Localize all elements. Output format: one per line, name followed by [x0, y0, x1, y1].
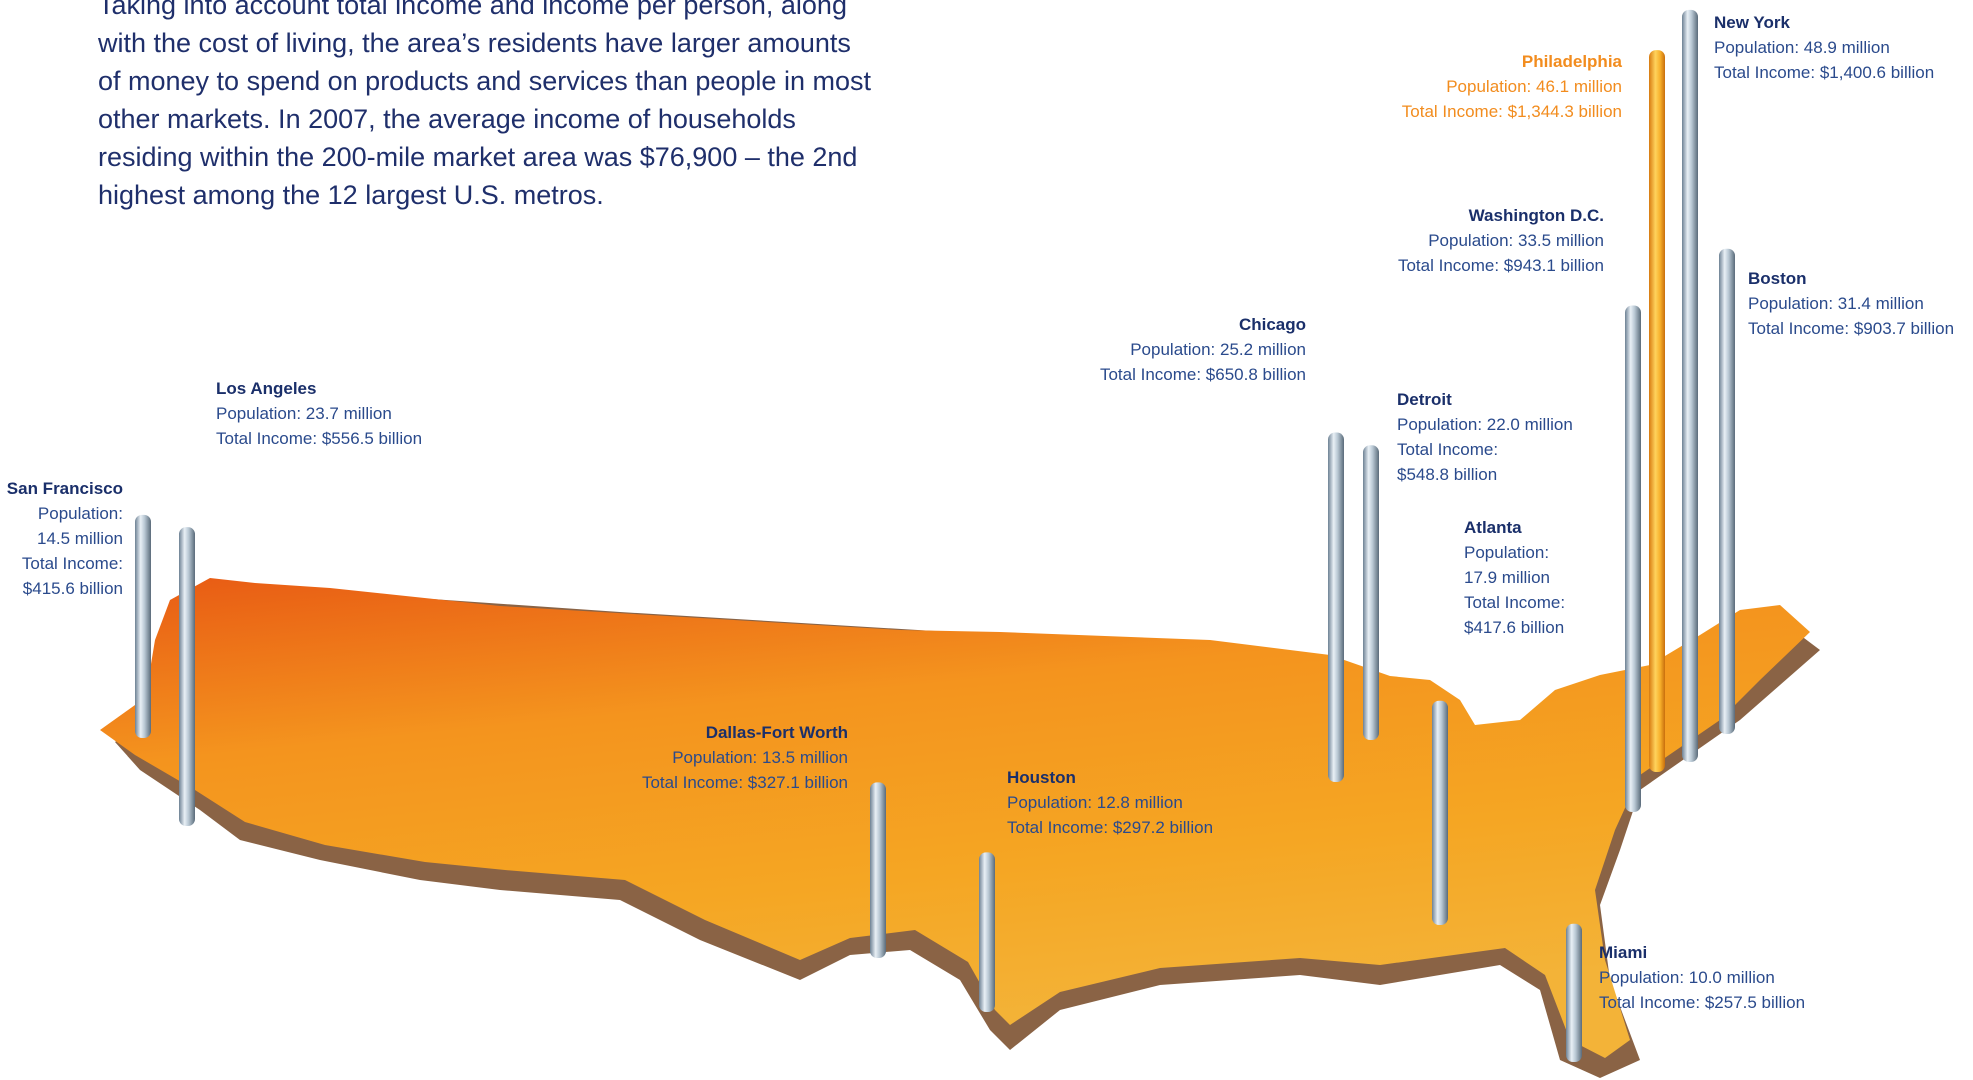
city-name: Los Angeles	[216, 379, 317, 398]
intro-paragraph: Taking into account total income and inc…	[98, 0, 871, 210]
bar-dallas-fort-worth	[870, 782, 886, 958]
population-value: 17.9 million	[1464, 568, 1550, 587]
population-label: Population: 22.0 million	[1397, 415, 1573, 434]
bar-atlanta	[1432, 700, 1448, 925]
bar-new-york	[1682, 9, 1698, 762]
income-value: $417.6 billion	[1464, 618, 1565, 637]
label-new-york: New York Population: 48.9 million Total …	[1714, 10, 1934, 85]
income-label: Total Income: $650.8 billion	[1099, 365, 1306, 384]
bars-layer	[135, 9, 1735, 1062]
population-label: Population: 23.7 million	[216, 404, 392, 423]
income-label: Total Income: $327.1 billion	[641, 773, 848, 792]
city-name: Chicago	[1238, 315, 1306, 334]
city-name: Dallas-Fort Worth	[705, 723, 848, 742]
income-label: Total Income:	[1397, 440, 1499, 459]
income-value: $415.6 billion	[22, 579, 123, 598]
population-label: Population: 31.4 million	[1748, 294, 1924, 313]
income-label: Total Income: $257.5 billion	[1599, 993, 1806, 1012]
label-washington-dc: Washington D.C. Population: 33.5 million…	[1340, 203, 1604, 278]
bar-san-francisco	[135, 514, 151, 738]
city-name: Houston	[1007, 768, 1076, 787]
label-houston: Houston Population: 12.8 million Total I…	[1007, 765, 1213, 840]
city-name: San Francisco	[6, 479, 123, 498]
income-label: Total Income: $943.1 billion	[1397, 256, 1604, 275]
label-los-angeles: Los Angeles Population: 23.7 million Tot…	[216, 376, 422, 451]
income-label: Total Income: $903.7 billion	[1748, 319, 1955, 338]
bar-houston	[979, 852, 995, 1012]
population-value: 14.5 million	[37, 529, 123, 548]
label-detroit: Detroit Population: 22.0 million Total I…	[1397, 387, 1607, 487]
income-label: Total Income: $1,344.3 billion	[1401, 102, 1622, 121]
city-name: Atlanta	[1464, 518, 1522, 537]
city-name: Detroit	[1397, 390, 1452, 409]
bar-chicago	[1328, 432, 1344, 782]
label-dallas-fort-worth: Dallas-Fort Worth Population: 13.5 milli…	[600, 720, 848, 795]
income-label: Total Income:	[1464, 593, 1566, 612]
population-label: Population:	[37, 504, 123, 523]
population-label: Population: 46.1 million	[1446, 77, 1622, 96]
bar-miami	[1566, 923, 1582, 1062]
income-label: Total Income: $1,400.6 billion	[1714, 63, 1935, 82]
population-label: Population: 13.5 million	[672, 748, 848, 767]
bar-los-angeles	[179, 527, 195, 826]
label-atlanta: Atlanta Population: 17.9 million Total I…	[1464, 515, 1614, 640]
us-map	[100, 578, 1810, 1058]
population-label: Population: 25.2 million	[1130, 340, 1306, 359]
income-label: Total Income:	[21, 554, 123, 573]
label-san-francisco: San Francisco Population: 14.5 million T…	[0, 476, 123, 601]
income-label: Total Income: $556.5 billion	[216, 429, 423, 448]
population-label: Population: 33.5 million	[1428, 231, 1604, 250]
bar-detroit	[1363, 445, 1379, 740]
city-name: Philadelphia	[1521, 52, 1622, 71]
city-name: Boston	[1748, 269, 1807, 288]
income-value: $548.8 billion	[1397, 465, 1498, 484]
city-name: Washington D.C.	[1468, 206, 1604, 225]
city-name: Miami	[1599, 943, 1648, 962]
population-label: Population: 10.0 million	[1599, 968, 1775, 987]
label-philadelphia: Philadelphia Population: 46.1 million To…	[1350, 49, 1622, 124]
bar-washington-d-c-	[1625, 305, 1641, 812]
population-label: Population: 12.8 million	[1007, 793, 1183, 812]
city-name: New York	[1714, 13, 1790, 32]
population-label: Population: 48.9 million	[1714, 38, 1890, 57]
income-label: Total Income: $297.2 billion	[1007, 818, 1214, 837]
population-label: Population:	[1464, 543, 1550, 562]
label-chicago: Chicago Population: 25.2 million Total I…	[1050, 312, 1306, 387]
bar-philadelphia	[1649, 50, 1665, 772]
bar-boston	[1719, 248, 1735, 734]
label-boston: Boston Population: 31.4 million Total In…	[1748, 266, 1954, 341]
label-miami: Miami Population: 10.0 million Total Inc…	[1599, 940, 1805, 1015]
